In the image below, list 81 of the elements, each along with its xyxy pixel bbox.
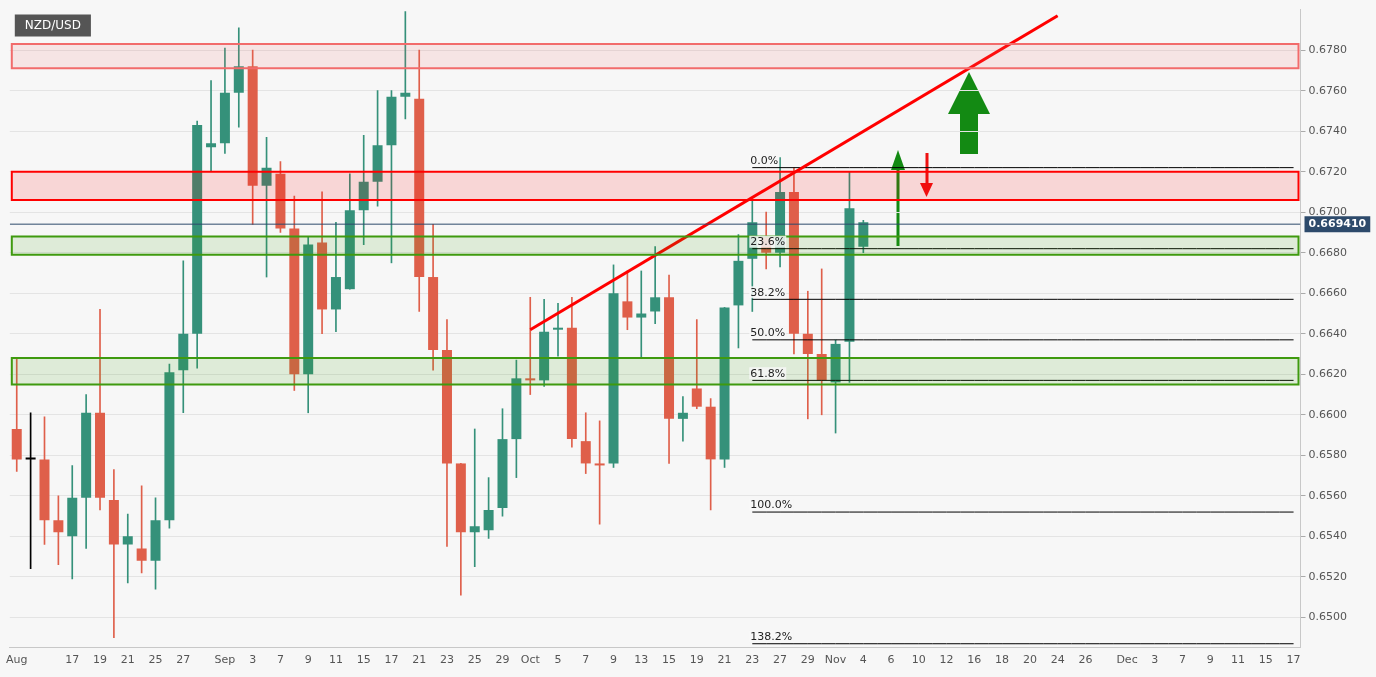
x-tick-label: 17: [384, 653, 399, 667]
x-tick-label: 9: [610, 653, 618, 667]
x-tick-label: 21: [120, 653, 135, 667]
x-tick-label: 9: [304, 653, 312, 667]
x-tick-label: 25: [467, 653, 482, 667]
x-tick-label: 7: [582, 653, 590, 667]
x-tick-label: Aug: [6, 653, 28, 667]
y-tick-label: 0.6500: [1308, 610, 1348, 624]
x-tick-label: Nov: [824, 653, 847, 667]
candlestick: [122, 513, 133, 584]
candlestick: [677, 396, 688, 442]
x-tick-label: 20: [1022, 653, 1037, 667]
x-tick-label: 27: [176, 653, 191, 667]
text: NZD/USD: [24, 17, 81, 32]
series-label: 23.6%: [750, 235, 786, 249]
series-label: 61.8%: [750, 366, 786, 380]
x-tick-label: 7: [1179, 653, 1187, 667]
y-tick-label: 0.6660: [1308, 286, 1348, 300]
x-tick-label: 27: [773, 653, 788, 667]
x-tick-label: 29: [800, 653, 815, 667]
y-tick-label: 0.6520: [1308, 569, 1348, 583]
y-tick-label: 0.6720: [1308, 164, 1348, 178]
candlestick: [802, 290, 813, 420]
series-label: 0.0%: [750, 153, 779, 167]
candlestick: [691, 319, 702, 410]
x-tick-label: 29: [495, 653, 510, 667]
x-tick-label: 11: [1231, 653, 1246, 667]
x-tick-label: 23: [439, 653, 454, 667]
x-tick-label: 17: [1286, 653, 1301, 667]
y-tick-label: 0.6700: [1308, 205, 1348, 219]
y-tick-label: 0.6780: [1308, 42, 1348, 56]
x-tick-label: 9: [1206, 653, 1214, 667]
x-tick-label: 4: [859, 653, 867, 667]
y-tick-label: 0.6600: [1308, 407, 1348, 421]
series-label: 100.0%: [750, 498, 793, 512]
x-tick-label: Dec: [1116, 653, 1138, 667]
candlestick: [469, 428, 480, 568]
x-tick-label: 7: [276, 653, 284, 667]
x-tick-label: 17: [65, 653, 80, 667]
candlestick: [206, 80, 217, 173]
y-tick-label: 0.6540: [1308, 529, 1348, 543]
x-tick-label: 19: [689, 653, 704, 667]
y-tick-label: 0.6680: [1308, 245, 1348, 259]
candlestick: [636, 270, 647, 359]
x-tick-label: 18: [995, 653, 1010, 667]
x-tick-label: 3: [1151, 653, 1159, 667]
ref-line-label: 0.669410: [1308, 217, 1367, 231]
x-tick-label: 21: [412, 653, 427, 667]
y-tick-label: 0.6640: [1308, 326, 1348, 340]
y-tick-label: 0.6560: [1308, 488, 1348, 502]
y-tick-label: 0.6740: [1308, 124, 1348, 138]
series-label: 138.2%: [750, 630, 793, 644]
x-tick-label: 15: [662, 653, 677, 667]
x-tick-label: 24: [1050, 653, 1065, 667]
x-tick-label: Oct: [520, 653, 541, 667]
x-tick-label: 10: [911, 653, 926, 667]
x-tick-label: 5: [554, 653, 562, 667]
x-tick-label: 13: [634, 653, 649, 667]
x-tick-label: 23: [745, 653, 760, 667]
x-tick-label: 25: [148, 653, 163, 667]
x-tick-label: 12: [939, 653, 954, 667]
series-label: 50.0%: [750, 326, 786, 340]
y-tick-label: 0.6620: [1308, 367, 1348, 381]
candlestick: [816, 268, 827, 416]
x-tick-label: 11: [328, 653, 343, 667]
series-label: 38.2%: [750, 285, 786, 299]
x-tick-label: 6: [887, 653, 895, 667]
y-tick-label: 0.6580: [1308, 448, 1348, 462]
x-tick-label: 3: [249, 653, 257, 667]
candlestick: [650, 246, 661, 324]
x-tick-label: 26: [1078, 653, 1093, 667]
x-tick-label: 19: [93, 653, 108, 667]
candlestick: [178, 260, 189, 414]
x-tick-label: 16: [967, 653, 982, 667]
x-tick-label: 15: [1258, 653, 1273, 667]
y-tick-label: 0.6760: [1308, 83, 1348, 97]
candlestick: [525, 296, 536, 395]
candlestick: [553, 303, 563, 357]
x-tick-label: Sep: [214, 653, 236, 667]
x-tick-label: 15: [356, 653, 371, 667]
x-tick-label: 21: [717, 653, 732, 667]
